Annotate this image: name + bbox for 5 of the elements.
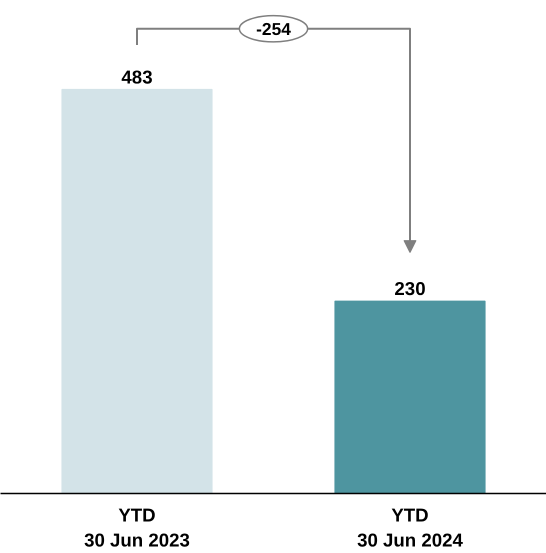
data-label: 230 bbox=[394, 278, 426, 300]
x-tick-label: YTD 30 Jun 2024 bbox=[357, 504, 464, 551]
x-tick-label: YTD 30 Jun 2023 bbox=[84, 504, 190, 551]
data-label: 483 bbox=[121, 66, 153, 88]
text: -254 bbox=[256, 18, 292, 39]
